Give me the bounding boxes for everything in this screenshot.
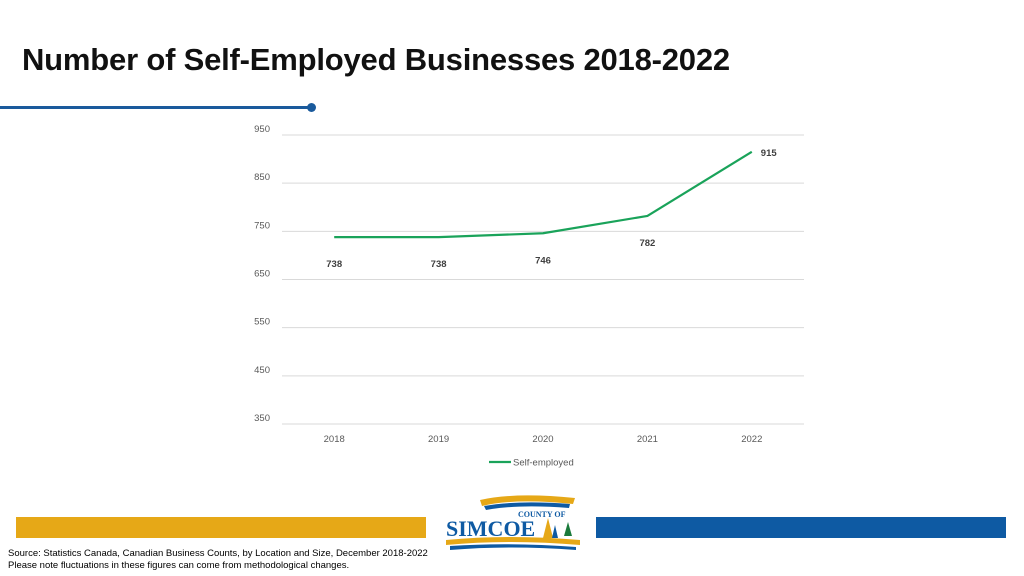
line-chart: 350 450 550 650 750 850 950 2018 2019 2020 2021 202… xyxy=(254,124,804,469)
y-tick-label: 650 xyxy=(254,269,270,280)
x-tick-label: 2022 xyxy=(741,434,762,445)
data-label: 738 xyxy=(326,259,342,270)
x-tick-label: 2021 xyxy=(637,434,658,445)
footer-bar-gold xyxy=(16,517,426,538)
series-line xyxy=(334,150,753,239)
source-line-1: Source: Statistics Canada, Canadian Busi… xyxy=(8,548,428,559)
source-line-2: Please note fluctuations in these figure… xyxy=(8,560,350,571)
y-tick-label: 750 xyxy=(254,220,270,231)
y-tick-label: 350 xyxy=(254,413,270,424)
title-underline-dot xyxy=(307,103,316,112)
y-tick-label: 550 xyxy=(254,317,270,328)
source-note: Source: Statistics Canada, Canadian Busi… xyxy=(8,548,428,572)
x-tick-label: 2020 xyxy=(532,434,553,445)
county-of-simcoe-logo: COUNTY OF SIMCOE xyxy=(446,495,580,550)
x-tick-label: 2019 xyxy=(428,434,449,445)
data-label: 738 xyxy=(431,259,447,270)
data-label: 746 xyxy=(535,255,551,266)
title-underline xyxy=(0,106,312,109)
page-title: Number of Self-Employed Businesses 2018-… xyxy=(22,42,730,77)
y-tick-label: 450 xyxy=(254,365,270,376)
data-label: 915 xyxy=(761,148,778,159)
x-tick-label: 2018 xyxy=(324,434,345,445)
legend-label: Self-employed xyxy=(513,458,574,469)
logo-line2: SIMCOE xyxy=(446,516,535,541)
footer-bar-blue xyxy=(596,517,1006,538)
data-label: 782 xyxy=(639,238,655,249)
y-tick-label: 950 xyxy=(254,124,270,135)
logo-line1: COUNTY OF xyxy=(518,510,566,519)
y-tick-label: 850 xyxy=(254,172,270,183)
